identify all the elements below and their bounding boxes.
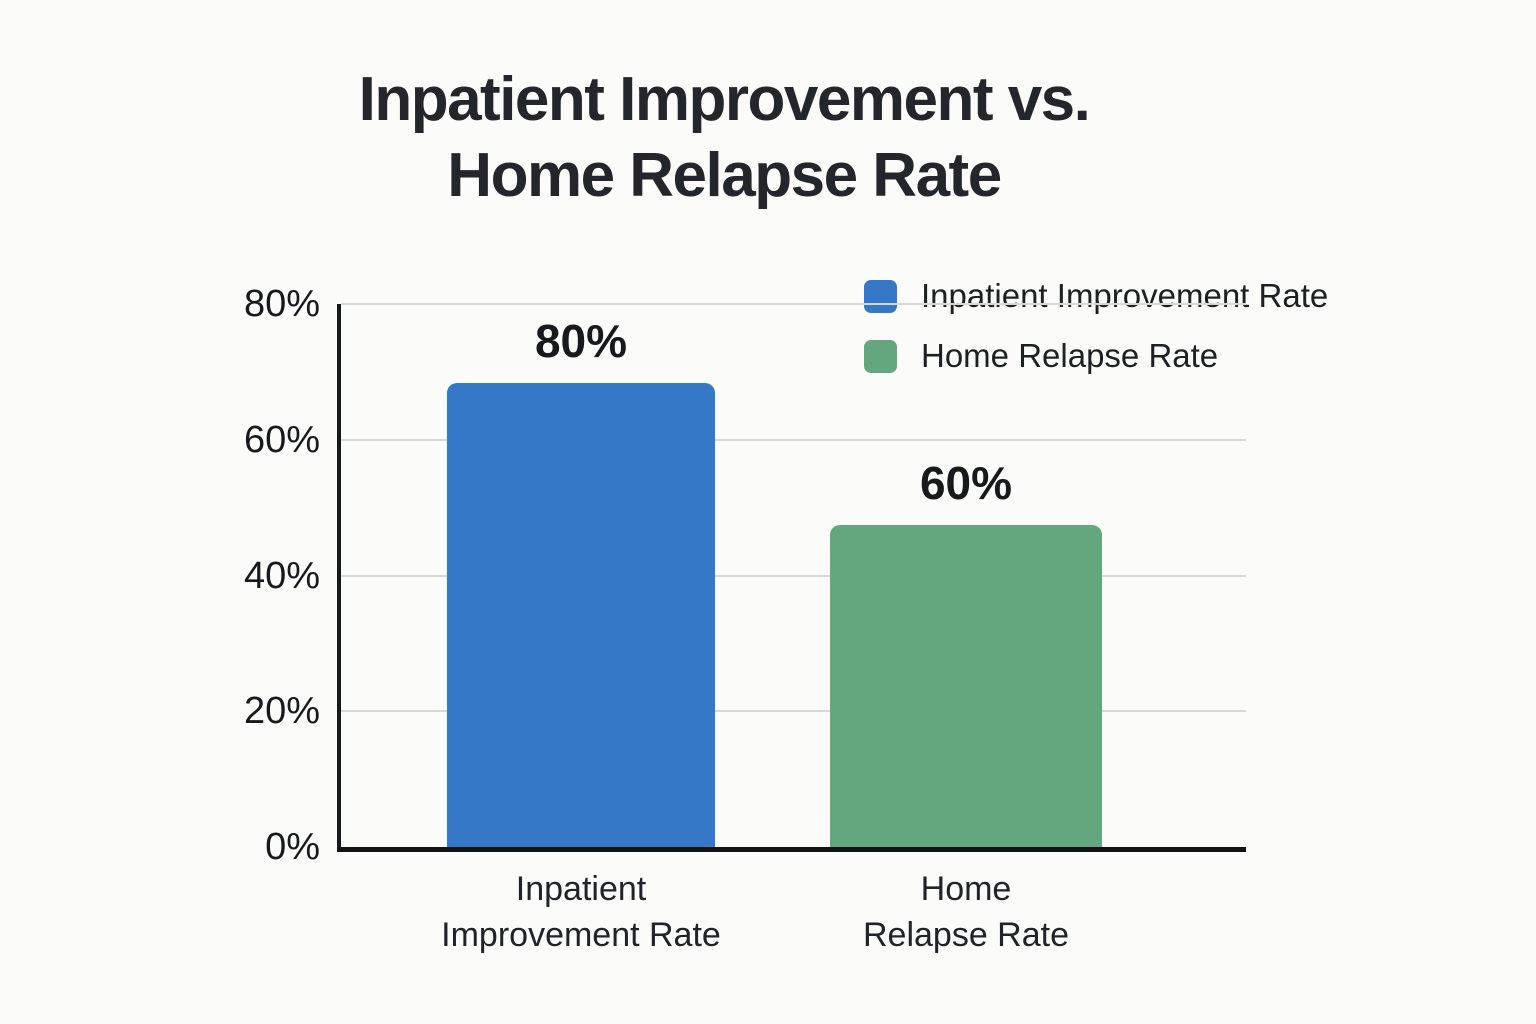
x-axis-label-home: Home Relapse Rate [796, 866, 1136, 958]
chart-title: Inpatient Improvement vs. Home Relapse R… [0, 62, 1448, 214]
legend-swatch-green-icon [864, 339, 897, 373]
legend-label: Inpatient Improvement Rate [921, 277, 1329, 314]
legend-item-inpatient: Inpatient Improvement Rate [864, 279, 1328, 313]
bar-inpatient-improvement-rate [447, 383, 715, 847]
x-axis-label-line: Inpatient [515, 870, 647, 908]
y-tick-20: 20% [243, 690, 320, 732]
legend: Inpatient Improvement Rate Home Relapse … [864, 279, 1328, 373]
x-axis-label-line: Home [920, 870, 1012, 908]
y-tick-60: 60% [243, 419, 320, 461]
legend-label: Home Relapse Rate [921, 337, 1219, 374]
chart-title-line2: Home Relapse Rate [447, 141, 1002, 210]
bar-home-relapse-rate [830, 525, 1102, 847]
x-axis-label-line: Relapse Rate [862, 916, 1069, 954]
plot-area: 80% 60% [337, 303, 1246, 852]
gridline-20 [341, 710, 1246, 712]
x-axis-label-inpatient: Inpatient Improvement Rate [407, 866, 755, 958]
y-axis-tick-labels: 80% 60% 40% 20% 0% [130, 285, 320, 866]
gridline-80 [341, 303, 1246, 305]
bar-value-label-home: 60% [919, 457, 1013, 509]
bar-value-label-inpatient: 80% [534, 315, 628, 367]
gridline-60 [341, 439, 1246, 441]
gridline-40 [341, 575, 1246, 577]
x-axis-label-line: Improvement Rate [441, 916, 721, 954]
y-tick-0: 0% [265, 826, 320, 868]
y-tick-80: 80% [243, 283, 320, 325]
legend-swatch-blue-icon [864, 279, 897, 313]
legend-item-home: Home Relapse Rate [864, 339, 1328, 373]
chart-title-line1: Inpatient Improvement vs. [358, 65, 1091, 134]
y-tick-40: 40% [243, 555, 320, 597]
